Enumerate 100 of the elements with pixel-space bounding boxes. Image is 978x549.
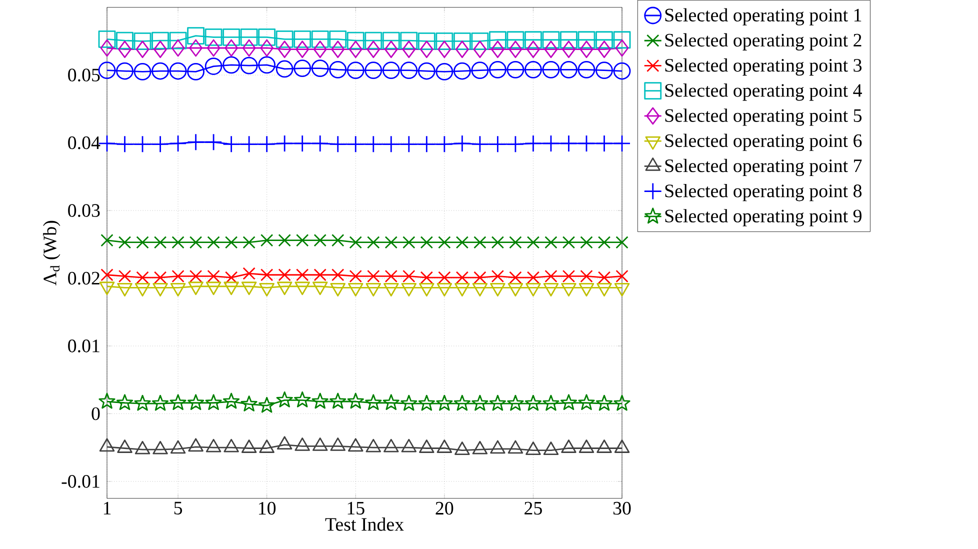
y-tick-label: 0.02 <box>68 272 100 285</box>
point <box>542 30 560 48</box>
point <box>508 40 522 58</box>
point <box>98 30 116 48</box>
point <box>187 394 204 410</box>
point <box>98 392 116 409</box>
point <box>384 438 399 452</box>
point <box>240 395 258 412</box>
point <box>438 271 451 284</box>
point <box>152 394 169 411</box>
point <box>314 268 326 282</box>
point <box>187 62 204 80</box>
point <box>296 234 309 247</box>
point <box>436 32 454 50</box>
point <box>258 56 276 74</box>
point <box>544 236 558 249</box>
point <box>152 32 169 50</box>
point <box>242 236 256 249</box>
point <box>258 28 276 46</box>
point <box>346 32 364 50</box>
legend-label: Selected operating point 1 <box>665 8 862 26</box>
point <box>578 394 595 410</box>
point <box>384 40 398 58</box>
y-tick-label: 0.03 <box>68 204 100 217</box>
point <box>506 30 524 48</box>
point <box>260 268 274 282</box>
x-tick-label: 15 <box>348 502 364 514</box>
point <box>491 236 504 249</box>
legend-label: Selected operating point 2 <box>665 33 862 50</box>
legend-label: Selected operating point 5 <box>665 108 862 126</box>
y-tick-label: 0 <box>92 407 100 420</box>
point <box>524 60 542 78</box>
point <box>598 271 611 284</box>
point <box>562 236 576 249</box>
x-tick-label: 10 <box>259 502 276 514</box>
point <box>614 394 630 411</box>
point <box>526 441 541 455</box>
point <box>332 234 344 247</box>
point <box>169 32 187 50</box>
point <box>474 271 486 284</box>
point <box>172 270 184 282</box>
y-axis-title: Λ$_{d}$ (Wb) <box>43 220 60 286</box>
point <box>241 439 257 453</box>
x-axis-title: Test Index <box>325 517 404 531</box>
point <box>506 60 524 78</box>
point <box>278 234 291 247</box>
point <box>490 40 504 58</box>
point <box>596 439 612 453</box>
point <box>98 61 116 79</box>
point <box>419 439 434 453</box>
point <box>526 271 540 284</box>
point <box>616 270 628 282</box>
legend-label: Selected operating point 7 <box>665 158 862 176</box>
point <box>258 396 276 413</box>
point <box>420 271 434 284</box>
point <box>169 62 187 80</box>
point <box>348 438 364 452</box>
point <box>329 30 347 48</box>
point <box>578 30 596 48</box>
point <box>473 40 487 58</box>
point <box>346 61 364 79</box>
x-tick-label: 5 <box>174 502 182 514</box>
point <box>224 236 238 249</box>
point <box>259 439 274 453</box>
y-tick-label: 0.05 <box>68 68 100 82</box>
point <box>314 234 326 247</box>
point <box>524 394 542 411</box>
point <box>347 392 364 409</box>
point <box>456 271 469 284</box>
point <box>400 32 418 50</box>
point <box>436 439 452 453</box>
point <box>118 236 132 249</box>
point <box>206 39 220 57</box>
point <box>134 440 150 454</box>
point <box>188 438 204 452</box>
point <box>490 440 506 454</box>
x-tick-label: 30 <box>613 502 631 514</box>
point <box>542 60 560 78</box>
point <box>598 236 611 249</box>
point <box>578 60 596 78</box>
point <box>296 268 309 282</box>
point <box>613 30 631 48</box>
point <box>543 441 559 455</box>
y-tick-label: 0.01 <box>68 339 100 352</box>
point <box>189 39 202 57</box>
point <box>118 270 132 282</box>
point <box>116 32 134 50</box>
point <box>118 40 132 58</box>
point <box>526 236 540 249</box>
point <box>222 56 240 74</box>
point <box>455 40 469 58</box>
point <box>223 392 240 409</box>
point <box>382 61 400 79</box>
point <box>400 394 418 411</box>
point <box>152 440 168 454</box>
point <box>278 40 292 58</box>
point <box>544 270 558 282</box>
point <box>613 62 631 80</box>
point <box>206 438 222 452</box>
point <box>242 39 256 57</box>
